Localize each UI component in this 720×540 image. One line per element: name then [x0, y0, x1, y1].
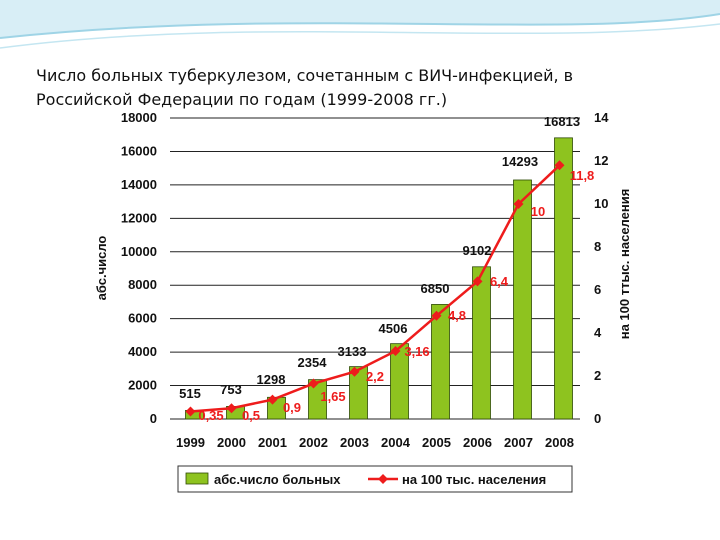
bar: [431, 304, 450, 420]
bar: [390, 343, 409, 420]
rate-value-label: 4,8: [448, 308, 466, 323]
legend-bar-label: абс.число больных: [214, 472, 341, 487]
rate-marker: [267, 394, 278, 405]
rate-marker: [513, 199, 524, 209]
bar: [554, 137, 573, 420]
x-tick-label: 2003: [340, 435, 369, 450]
y2-tick-label: 2: [594, 368, 601, 383]
y2-tick-label: 10: [594, 196, 608, 211]
rate-value-label: 6,4: [490, 274, 509, 289]
y2-tick-label: 6: [594, 282, 601, 297]
bar-value-label: 6850: [421, 281, 450, 296]
y-tick-label: 10000: [121, 244, 157, 259]
x-tick-label: 2006: [463, 435, 492, 450]
bar-value-label: 2354: [298, 355, 328, 370]
rate-value-label: 2,2: [366, 369, 384, 384]
bar-value-label: 515: [179, 386, 201, 401]
bar-value-label: 1298: [257, 372, 286, 387]
x-tick-label: 2002: [299, 435, 328, 450]
data-labels: 515 753 1298 2354 3133 4506 6850 9102 14293 16813…: [179, 114, 594, 423]
y2-tick-label: 4: [594, 325, 602, 340]
y2-axis-title: на 100 ттыс. населения: [617, 189, 632, 340]
y2-tick-label: 14: [594, 110, 609, 125]
x-tick-label: 1999: [176, 435, 205, 450]
legend-line-marker: [378, 474, 388, 484]
rate-marker: [185, 406, 196, 417]
slide-decoration: [0, 0, 720, 49]
rate-marker: [308, 378, 319, 389]
y-tick-label: 16000: [121, 143, 157, 158]
rate-marker: [554, 160, 565, 171]
x-tick-label: 2001: [258, 435, 287, 450]
y-tick-label: 4000: [128, 344, 157, 359]
rate-value-label: 3,16: [404, 344, 429, 359]
rate-value-label: 0,9: [283, 400, 301, 415]
rate-marker: [472, 276, 483, 287]
y-tick-label: 14000: [121, 177, 157, 192]
rate-value-label: 0,5: [242, 408, 260, 423]
y2-tick-label: 8: [594, 239, 601, 254]
x-tick-label: 2007: [504, 435, 533, 450]
y-tick-label: 18000: [121, 110, 157, 125]
y2-tick-label: 0: [594, 411, 601, 426]
rate-value-label: 11,8: [570, 168, 595, 183]
bar: [513, 179, 532, 420]
y-tick-label: 12000: [121, 210, 157, 225]
bar-value-label: 14293: [502, 154, 538, 169]
rate-value-label: 1,65: [320, 389, 345, 404]
x-tick-label: 2008: [545, 435, 574, 450]
y-tick-label: 6000: [128, 311, 157, 326]
x-tick-label: 2000: [217, 435, 246, 450]
y-axis-title: абс.число: [94, 236, 109, 301]
bar-value-label: 3133: [338, 344, 367, 359]
legend-line-label: на 100 тыс. населения: [402, 472, 546, 487]
bar-value-label: 16813: [544, 114, 580, 129]
rate-marker: [390, 346, 401, 357]
bar-value-label: 753: [220, 382, 242, 397]
bar: [472, 266, 491, 420]
rate-value-label: 10: [531, 204, 545, 219]
y-tick-label: 2000: [128, 378, 157, 393]
rate-marker: [349, 366, 360, 377]
y2-tick-label: 12: [594, 153, 608, 168]
bar: [308, 379, 327, 420]
axis-ticks: 0 2000 4000 6000 8000 10000 12000 14000 16000 180…: [121, 110, 609, 450]
rate-line: [190, 164, 561, 413]
x-tick-label: 2004: [381, 435, 411, 450]
rate-value-label: 0,35: [198, 408, 223, 423]
y-tick-label: 8000: [128, 277, 157, 292]
bar-value-label: 4506: [379, 321, 408, 336]
rate-marker: [431, 310, 442, 321]
x-tick-label: 2005: [422, 435, 451, 450]
slide-title: Число больных туберкулезом, сочетанным с…: [36, 66, 574, 109]
legend-bar-swatch: [185, 472, 209, 485]
bar: [349, 366, 368, 420]
bar-series: [185, 137, 573, 420]
rate-line-series: [185, 160, 565, 417]
legend: абс.число больных на 100 тыс. населения: [177, 465, 573, 493]
bar-value-label: 9102: [463, 243, 492, 258]
rate-marker: [226, 403, 237, 414]
y-tick-label: 0: [150, 411, 157, 426]
